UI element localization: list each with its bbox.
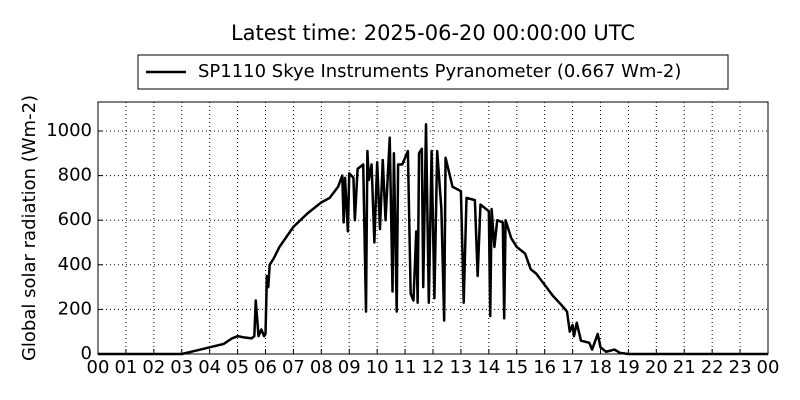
x-tick-label: 22 [701, 357, 724, 378]
x-tick-label: 21 [673, 357, 696, 378]
x-tick-label: 23 [729, 357, 752, 378]
legend-box [137, 54, 729, 90]
y-tick-label: 200 [58, 298, 92, 319]
data-line [98, 123, 768, 356]
x-tick-label: 00 [757, 357, 780, 378]
x-tick-label: 16 [533, 357, 556, 378]
x-tick-label: 02 [142, 357, 165, 378]
x-tick-label: 06 [254, 357, 277, 378]
x-tick-label: 17 [561, 357, 584, 378]
x-tick-label: 18 [589, 357, 612, 378]
y-tick-label: 600 [58, 209, 92, 230]
y-tick-label: 1000 [46, 120, 92, 141]
x-tick-label: 07 [282, 357, 305, 378]
x-tick-label: 14 [477, 357, 500, 378]
legend-label: SP1110 Skye Instruments Pyranometer (0.6… [198, 61, 681, 82]
x-tick-label: 04 [198, 357, 221, 378]
y-tick-label: 800 [58, 165, 92, 186]
y-tick-label: 0 [81, 343, 92, 364]
x-tick-label: 01 [114, 357, 137, 378]
chart-title: Latest time: 2025-06-20 00:00:00 UTC [231, 21, 635, 45]
x-tick-label: 20 [645, 357, 668, 378]
y-axis-label: Global solar radiation (Wm-2) [19, 95, 40, 361]
x-tick-label: 12 [422, 357, 445, 378]
x-tick-label: 11 [394, 357, 417, 378]
x-tick-label: 08 [310, 357, 333, 378]
x-tick-label: 05 [226, 357, 249, 378]
x-tick-label: 10 [366, 357, 389, 378]
x-tick-label: 15 [505, 357, 528, 378]
x-tick-label: 03 [170, 357, 193, 378]
x-tick-label: 00 [87, 357, 110, 378]
y-tick-label: 400 [58, 254, 92, 275]
plot-frame [97, 101, 769, 355]
x-tick-label: 09 [338, 357, 361, 378]
x-tick-label: 19 [617, 357, 640, 378]
x-tick-label: 13 [449, 357, 472, 378]
